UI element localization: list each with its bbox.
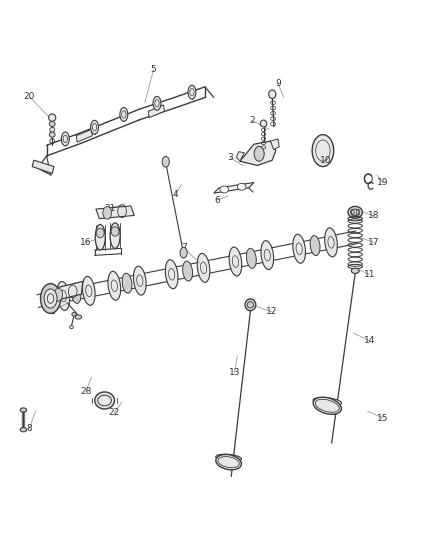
Ellipse shape <box>261 240 274 270</box>
Ellipse shape <box>49 114 56 122</box>
Ellipse shape <box>72 312 76 316</box>
Text: 10: 10 <box>320 156 332 165</box>
Polygon shape <box>76 130 92 142</box>
Polygon shape <box>214 182 254 193</box>
Ellipse shape <box>162 157 170 167</box>
Ellipse shape <box>348 206 362 218</box>
Ellipse shape <box>351 209 359 215</box>
Ellipse shape <box>20 427 27 432</box>
Ellipse shape <box>110 223 120 248</box>
Ellipse shape <box>54 288 63 301</box>
Ellipse shape <box>165 260 178 289</box>
Text: 16: 16 <box>80 238 92 247</box>
Text: 15: 15 <box>377 414 389 423</box>
Ellipse shape <box>40 284 60 313</box>
Ellipse shape <box>313 398 342 406</box>
Ellipse shape <box>70 326 73 329</box>
Ellipse shape <box>310 236 320 255</box>
Ellipse shape <box>91 120 99 134</box>
Ellipse shape <box>180 247 187 258</box>
Ellipse shape <box>237 183 246 190</box>
Ellipse shape <box>57 281 70 310</box>
Ellipse shape <box>220 186 229 193</box>
Text: 8: 8 <box>26 424 32 433</box>
Ellipse shape <box>61 132 69 146</box>
Text: 12: 12 <box>266 307 277 316</box>
Ellipse shape <box>245 299 256 311</box>
Text: 3: 3 <box>227 153 233 162</box>
Ellipse shape <box>313 397 341 414</box>
Ellipse shape <box>247 302 254 308</box>
Ellipse shape <box>71 284 81 303</box>
Ellipse shape <box>96 228 104 238</box>
Text: 9: 9 <box>275 78 281 87</box>
Ellipse shape <box>260 120 267 127</box>
Polygon shape <box>240 141 276 165</box>
Ellipse shape <box>95 392 114 409</box>
Text: 5: 5 <box>151 66 156 74</box>
Ellipse shape <box>325 228 337 257</box>
Text: 14: 14 <box>364 336 375 345</box>
Text: 1: 1 <box>50 307 56 316</box>
Ellipse shape <box>197 253 210 282</box>
Polygon shape <box>271 139 279 150</box>
Ellipse shape <box>351 268 359 273</box>
Text: 17: 17 <box>368 238 380 247</box>
Ellipse shape <box>95 224 105 250</box>
Text: 28: 28 <box>80 387 92 396</box>
Ellipse shape <box>44 289 57 308</box>
Polygon shape <box>96 206 134 219</box>
Ellipse shape <box>122 273 132 293</box>
Text: 13: 13 <box>229 368 240 377</box>
Ellipse shape <box>120 108 128 122</box>
Text: 2: 2 <box>249 116 254 125</box>
Ellipse shape <box>111 227 119 236</box>
Ellipse shape <box>216 455 241 470</box>
Ellipse shape <box>254 147 264 161</box>
Polygon shape <box>32 160 54 173</box>
Text: 7: 7 <box>181 244 187 253</box>
Ellipse shape <box>153 96 161 110</box>
Text: 20: 20 <box>23 92 35 101</box>
Polygon shape <box>237 152 244 161</box>
Ellipse shape <box>49 127 55 132</box>
Ellipse shape <box>268 90 276 99</box>
Ellipse shape <box>134 266 146 295</box>
Text: 6: 6 <box>214 196 220 205</box>
Text: 22: 22 <box>109 408 120 417</box>
Text: 19: 19 <box>377 178 389 187</box>
Ellipse shape <box>82 277 95 305</box>
Ellipse shape <box>49 132 55 138</box>
Ellipse shape <box>49 122 55 127</box>
Polygon shape <box>46 281 83 303</box>
Text: 4: 4 <box>173 190 178 199</box>
Ellipse shape <box>108 271 120 300</box>
Ellipse shape <box>229 247 242 276</box>
Text: 21: 21 <box>104 204 116 213</box>
Text: 18: 18 <box>368 212 380 221</box>
Ellipse shape <box>103 206 112 219</box>
Ellipse shape <box>75 315 81 319</box>
Text: 11: 11 <box>364 270 375 279</box>
Ellipse shape <box>216 454 241 462</box>
Ellipse shape <box>20 408 27 412</box>
Ellipse shape <box>247 248 256 268</box>
Ellipse shape <box>183 261 193 281</box>
Polygon shape <box>148 105 164 118</box>
Ellipse shape <box>188 85 196 99</box>
Ellipse shape <box>293 235 305 263</box>
Ellipse shape <box>312 135 334 166</box>
